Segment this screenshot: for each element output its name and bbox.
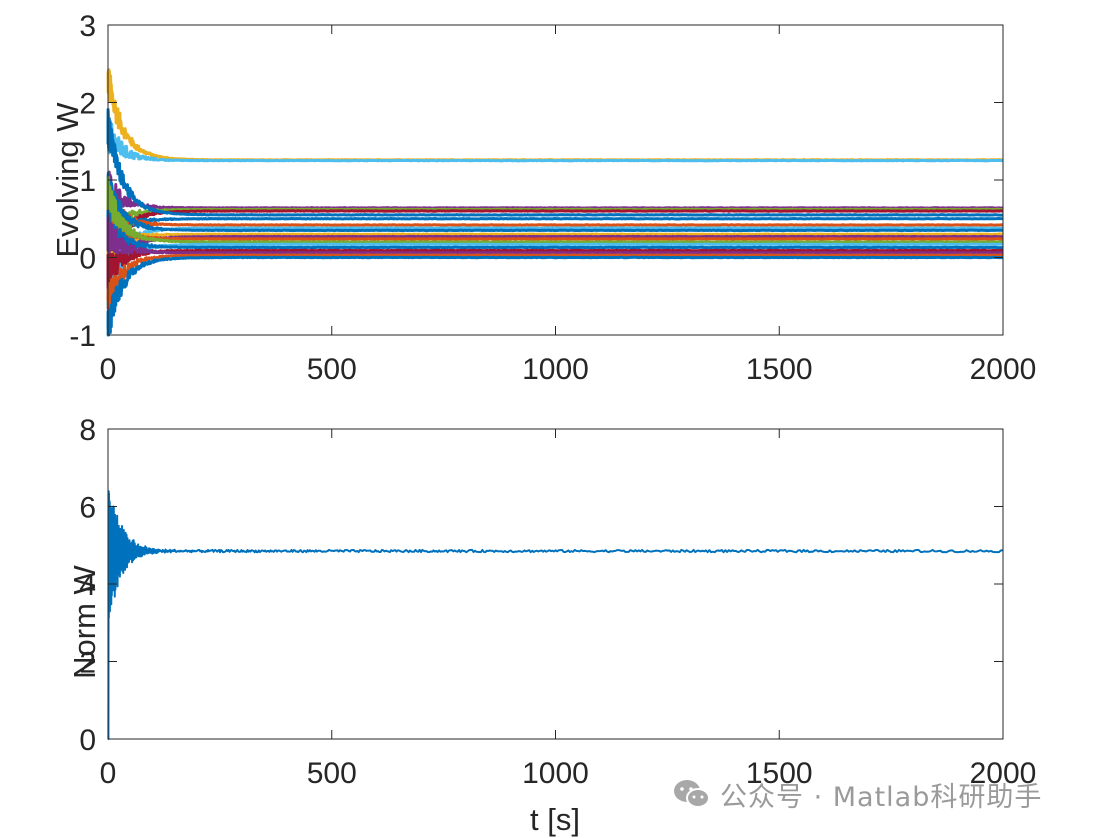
bottom-y-axis-label: Norm W — [67, 564, 102, 678]
top-x-tick-label: 1500 — [746, 353, 813, 386]
top-x-tick-label: 0 — [100, 353, 117, 386]
top-x-tick-label: 500 — [307, 353, 357, 386]
top-series-line — [106, 226, 1004, 301]
bottom-x-tick-label: 2000 — [970, 757, 1037, 790]
top-y-tick-label: 0 — [79, 243, 96, 276]
bottom-y-tick-label: 6 — [79, 492, 96, 525]
top-series-line — [106, 209, 1004, 250]
bottom-ticks: 0 500 1000 1500 2000 0 2 4 6 8 — [79, 414, 1036, 790]
top-axes-box — [107, 24, 1004, 336]
top-y-axis-label: Evolving W — [50, 102, 85, 258]
bottom-x-axis-label: t [s] — [530, 802, 580, 837]
top-y-tick-label: 1 — [79, 165, 96, 198]
watermark-text: 公众号 · Matlab科研助手 — [720, 781, 1043, 813]
top-series-line — [106, 255, 1004, 337]
wechat-icon — [674, 780, 710, 808]
top-series-line — [106, 229, 1003, 267]
top-y-tick-label: -1 — [69, 320, 96, 353]
bottom-x-tick-label: 500 — [307, 757, 357, 790]
bottom-series-group — [107, 490, 1004, 740]
bottom-x-tick-label: 0 — [100, 757, 117, 790]
bottom-axes-box — [107, 428, 1004, 740]
top-y-tick-label: 3 — [79, 10, 96, 43]
top-series-line — [106, 171, 1004, 233]
top-series-line — [106, 108, 1004, 217]
top-series-line — [106, 68, 1004, 162]
top-series-line — [106, 170, 1004, 210]
top-series-line — [106, 217, 1004, 259]
bottom-y-tick-label: 4 — [79, 569, 96, 602]
bottom-x-tick-label: 1500 — [746, 757, 813, 790]
top-series-group — [106, 68, 1004, 337]
bottom-y-tick-label: 0 — [79, 724, 96, 757]
top-series-line — [106, 215, 1004, 255]
top-series-line — [106, 113, 1004, 163]
top-series-line — [106, 175, 1004, 244]
bottom-axes: 0 500 1000 1500 2000 0 2 4 6 8 Norm W t [s] — [67, 414, 1036, 837]
top-y-tick-label: 2 — [79, 88, 96, 121]
top-series-line — [106, 184, 1004, 227]
watermark: 公众号 · Matlab科研助手 — [672, 776, 1043, 813]
bottom-series-line — [107, 490, 1004, 740]
top-x-tick-label: 1000 — [522, 353, 589, 386]
top-x-tick-label: 2000 — [970, 353, 1037, 386]
bottom-y-tick-label: 2 — [79, 647, 96, 680]
top-series-line — [106, 253, 1004, 317]
bottom-x-tick-label: 1000 — [522, 757, 589, 790]
bottom-y-tick-label: 8 — [79, 414, 96, 447]
